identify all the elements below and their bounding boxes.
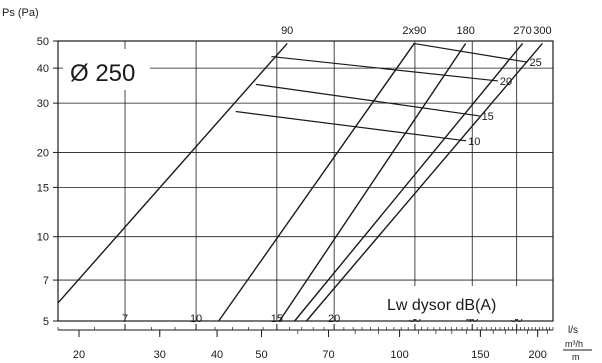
- y-tick-label: 50: [37, 36, 49, 48]
- y-tick-label: 15: [37, 182, 49, 194]
- x-unit-m3h-top: m³/h: [565, 339, 583, 349]
- series-label: 300: [533, 25, 551, 37]
- x-tick-label-ls: 10: [190, 313, 202, 325]
- noise-label: 10: [468, 136, 480, 148]
- y-tick-label: 5: [43, 316, 49, 328]
- x-tick-label-m3h: 200: [528, 349, 546, 361]
- y-tick-label: 30: [37, 98, 49, 110]
- y-axis-title: Ps (Pa): [2, 7, 39, 19]
- x-tick-label-m3h: 50: [255, 349, 267, 361]
- series-line: [305, 43, 543, 322]
- noise-label: 15: [482, 111, 494, 123]
- x-unit-ls: l/s: [568, 325, 578, 336]
- y-tick-label: 7: [43, 275, 49, 287]
- series-line: [218, 43, 415, 322]
- x-tick-label-m3h: 70: [322, 349, 334, 361]
- y-tick-label: 10: [37, 232, 49, 244]
- noise-label: 20: [500, 76, 512, 88]
- noise-legend-label: Lw dysor dB(A): [387, 297, 496, 314]
- x-tick-label-m3h: 100: [390, 349, 408, 361]
- y-axis: 5 7 10 15 20 30 40 50: [37, 36, 58, 328]
- diameter-label-bg: [63, 49, 150, 90]
- series-lines: 90 2x90 180 270 300: [57, 25, 552, 322]
- y-tick-label: 40: [37, 63, 49, 75]
- y-tick-label: 20: [37, 147, 49, 159]
- series-label: 180: [456, 25, 474, 37]
- diameter-label: Ø 250: [70, 60, 135, 87]
- x-tick-label-ls: 7: [122, 313, 128, 325]
- x-axis: 71015203040502030405070100150200: [57, 313, 554, 361]
- noise-line: [235, 110, 467, 142]
- x-tick-label-m3h: 150: [471, 349, 489, 361]
- series-label: 2x90: [402, 25, 426, 37]
- series-line: [294, 43, 524, 322]
- x-tick-label-m3h: 40: [211, 349, 223, 361]
- x-unit-m3h-bottom: m: [572, 352, 580, 362]
- x-tick-label-m3h: 30: [154, 349, 166, 361]
- x-tick-label-ls: 20: [328, 313, 340, 325]
- plot-frame: [57, 40, 554, 322]
- noise-legend-bg: [384, 286, 552, 319]
- noise-lines: 10 15 20 25: [235, 42, 542, 148]
- series-label: 270: [513, 25, 531, 37]
- noise-label: 25: [530, 57, 542, 69]
- noise-line: [255, 83, 480, 117]
- x-tick-label-m3h: 20: [73, 349, 85, 361]
- noise-line: [271, 55, 498, 82]
- series-line: [278, 43, 467, 322]
- x-tick-label-ls: 15: [271, 313, 283, 325]
- series-line: [57, 42, 288, 304]
- noise-line: [413, 42, 528, 63]
- series-label: 90: [281, 25, 293, 37]
